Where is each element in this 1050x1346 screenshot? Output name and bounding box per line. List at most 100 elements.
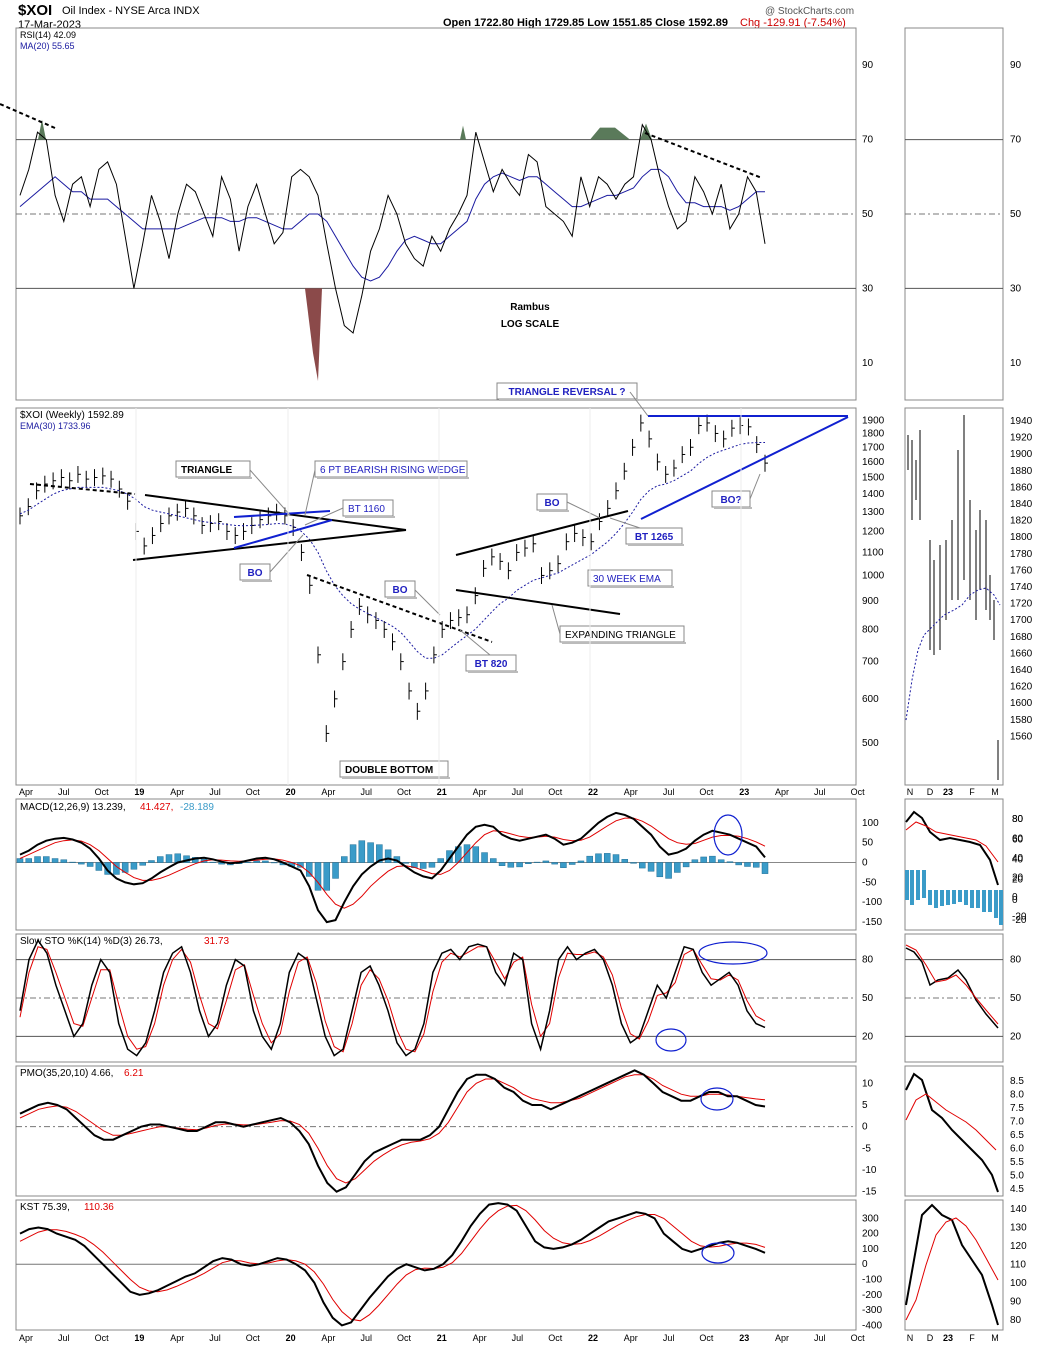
rsi-ma-legend: MA(20) 55.65	[20, 41, 75, 51]
sto-tick-label: 20	[862, 1031, 874, 1042]
x-tick-label: Apr	[321, 1333, 335, 1343]
rsi-trendline	[0, 103, 56, 129]
macd-histogram-bar	[507, 862, 515, 868]
x-tick-label: Apr	[170, 787, 184, 797]
x-tick-label: 19	[134, 787, 144, 797]
macd-hist-legend: -28.189	[180, 802, 214, 813]
x-tick-label: Oct	[397, 1333, 412, 1343]
inset-rsi-tick-label: 70	[1010, 135, 1022, 146]
x-tick-label: Jul	[814, 1333, 826, 1343]
inset-price-tick-label: 1940	[1010, 416, 1033, 427]
macd-histogram-bar	[700, 856, 707, 863]
macd-histogram-bar	[709, 855, 716, 863]
inset-macd-histogram-bar	[999, 890, 1003, 925]
rsi-line	[19, 123, 766, 334]
price-tick-label: 1700	[862, 442, 885, 453]
panel-frame-kst	[15, 1199, 857, 1331]
macd-tick-label: -150	[862, 917, 882, 928]
inset-rsi-tick-label: 50	[1010, 209, 1022, 220]
inset-pmo-tick-label: 6.0	[1010, 1144, 1024, 1155]
macd-histogram-bar	[148, 860, 155, 863]
macd-histogram-bar	[682, 862, 690, 868]
macd-histogram-bar	[691, 859, 699, 863]
macd-histogram-bar	[437, 858, 444, 863]
sto-d-line	[19, 946, 766, 1053]
expanding-triangle-upper	[455, 510, 629, 556]
macd-histogram-bar	[323, 862, 331, 891]
annotation-expanding-triangle-shadow	[562, 642, 686, 644]
inset-macd-histogram-bar	[970, 890, 974, 908]
kst-signal-line	[19, 1204, 766, 1322]
x-tick-label: Apr	[473, 787, 487, 797]
annotation-leader	[304, 507, 344, 526]
macd-histogram-bar	[647, 862, 655, 872]
inset-macd-histogram-bar	[952, 890, 956, 904]
macd-histogram-bar	[16, 858, 24, 863]
macd-histogram-bar	[481, 852, 488, 863]
annotation-leader	[459, 629, 491, 656]
inset-x-tick-label: F	[969, 1333, 975, 1343]
annotation-leader	[249, 469, 291, 516]
x-tick-label: 20	[286, 787, 296, 797]
macd-tick-label: 50	[862, 838, 874, 849]
macd-histogram-bar	[332, 862, 339, 879]
inset-macd-tick-label: -20	[1012, 915, 1027, 926]
inset-x-tick-label: D	[927, 1333, 934, 1343]
inset-kst-tick-label: 130	[1010, 1223, 1027, 1234]
inset-macd-tick-label: 80	[1012, 814, 1024, 825]
macd-histogram-bar	[498, 862, 506, 866]
annotation-rising-wedge: 6 PT BEARISH RISING WEDGE	[320, 465, 466, 476]
x-tick-label: 23	[739, 787, 749, 797]
macd-histogram-bar	[104, 862, 111, 875]
kst-tick-label: 200	[862, 1229, 879, 1240]
downtrend-line	[29, 483, 136, 495]
annotation-leader	[269, 534, 304, 573]
ohlc-readout: Open 1722.80 High 1729.85 Low 1551.85 Cl…	[443, 17, 728, 29]
annotation-bt-1160-shadow	[345, 516, 395, 518]
sto-k-line	[19, 938, 766, 1057]
pmo-tick-label: 5	[862, 1100, 868, 1111]
x-tick-label: Apr	[321, 787, 335, 797]
macd-tick-label: 0	[862, 858, 868, 869]
annotation-triangle-reversal: TRIANGLE REVERSAL ?	[508, 387, 625, 398]
pmo-signal-line	[19, 1074, 766, 1184]
macd-histogram-bar	[165, 854, 173, 863]
sto-highlight-ellipse	[698, 941, 768, 965]
annotation-leader	[629, 391, 649, 417]
x-tick-label: Jul	[512, 787, 524, 797]
annotation-double-bottom: DOUBLE BOTTOM	[345, 765, 433, 776]
macd-histogram-bar	[586, 855, 593, 863]
macd-histogram-bar	[25, 858, 33, 863]
x-tick-label: Oct	[95, 787, 110, 797]
inset-pmo-tick-label: 5.5	[1010, 1157, 1024, 1168]
x-tick-label: Jul	[58, 1333, 70, 1343]
inset-macd-histogram-bar	[922, 870, 926, 898]
symbol-title: $XOI	[18, 2, 53, 19]
x-tick-label: Jul	[209, 1333, 221, 1343]
inset-macd-histogram-bar	[982, 890, 986, 912]
inset-price-tick-label: 1600	[1010, 698, 1033, 709]
x-tick-label: 19	[134, 1333, 144, 1343]
inset-price-tick-label: 1740	[1010, 582, 1033, 593]
inset-macd-tick-label: 60	[1012, 834, 1024, 845]
pmo-legend: PMO(35,20,10) 4.66,	[20, 1068, 113, 1079]
inset-price-tick-label: 1760	[1010, 565, 1033, 576]
price-tick-label: 1300	[862, 507, 885, 518]
x-tick-label: Jul	[663, 1333, 675, 1343]
annotation-leader	[566, 501, 601, 519]
index-name: Oil Index - NYSE Arca INDX	[62, 5, 200, 17]
macd-histogram-bar	[262, 860, 269, 863]
inset-macd-tick-label: 20	[1012, 875, 1024, 886]
inset-kst-signal-line	[905, 1217, 999, 1321]
inset-sto-k-line	[905, 947, 999, 1029]
inset-kst-tick-label: 110	[1010, 1260, 1026, 1271]
kst-tick-label: -100	[862, 1275, 882, 1286]
sto-legend: Slow STO %K(14) %D(3) 26.73,	[20, 936, 163, 947]
kst-highlight-ellipse	[701, 1242, 735, 1264]
macd-histogram-bar	[735, 862, 742, 866]
inset-macd-tick-label: 40	[1012, 853, 1024, 864]
inset-x-tick-label: M	[991, 1333, 999, 1343]
x-tick-label: Oct	[246, 787, 261, 797]
inset-pmo-signal-line	[905, 1093, 997, 1151]
macd-signal-line	[19, 817, 766, 909]
